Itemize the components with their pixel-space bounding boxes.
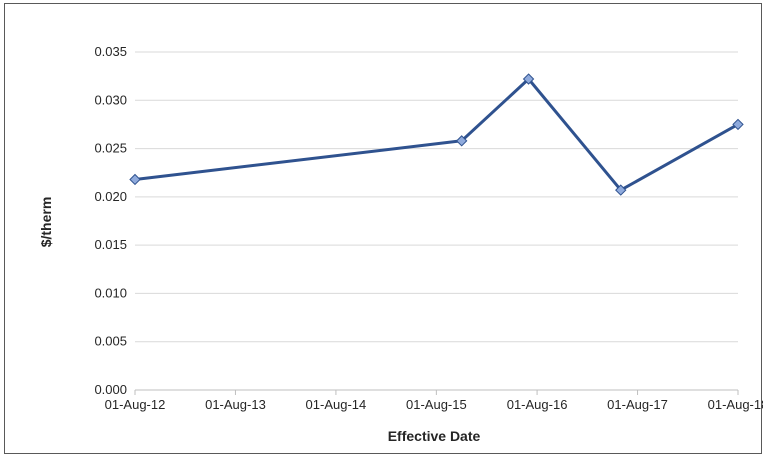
y-tick-label: 0.030 — [94, 92, 127, 107]
x-tick-label: 01-Aug-17 — [607, 397, 668, 412]
x-axis-title: Effective Date — [388, 428, 481, 444]
data-point — [455, 135, 468, 147]
gridlines — [135, 51, 738, 343]
y-tick-label: 0.010 — [94, 285, 127, 300]
data-point — [732, 118, 744, 131]
y-tick-label: 0.035 — [94, 44, 127, 59]
x-tick-label: 01-Aug-16 — [507, 397, 568, 412]
x-axis-tick-labels: 01-Aug-12 01-Aug-13 01-Aug-14 01-Aug-15 01-A… — [105, 397, 763, 412]
y-tick-label: 0.020 — [94, 189, 127, 204]
x-axis — [134, 389, 739, 395]
chart-frame: 0.000 0.005 0.010 0.015 0.020 0.025 0.030 0.035… — [4, 3, 763, 454]
x-tick-label: 01-Aug-18 — [708, 397, 763, 412]
y-tick-label: 0.000 — [94, 382, 127, 397]
x-tick-label: 01-Aug-15 — [406, 397, 467, 412]
data-point — [129, 173, 141, 186]
y-tick-label: 0.015 — [94, 237, 127, 252]
y-tick-label: 0.025 — [94, 141, 127, 156]
series-layer — [129, 73, 744, 196]
line-chart: 0.000 0.005 0.010 0.015 0.020 0.025 0.030 0.035… — [38, 44, 763, 444]
y-tick-label: 0.005 — [94, 334, 127, 349]
data-point — [615, 184, 627, 196]
y-axis-tick-labels: 0.000 0.005 0.010 0.015 0.020 0.025 0.030 0.035 — [94, 44, 127, 397]
x-tick-label: 01-Aug-12 — [105, 397, 166, 412]
y-axis-title: $/therm — [38, 197, 54, 248]
x-tick-label: 01-Aug-13 — [205, 397, 266, 412]
data-point — [522, 73, 535, 85]
series-line — [134, 77, 739, 192]
x-tick-label: 01-Aug-14 — [306, 397, 367, 412]
